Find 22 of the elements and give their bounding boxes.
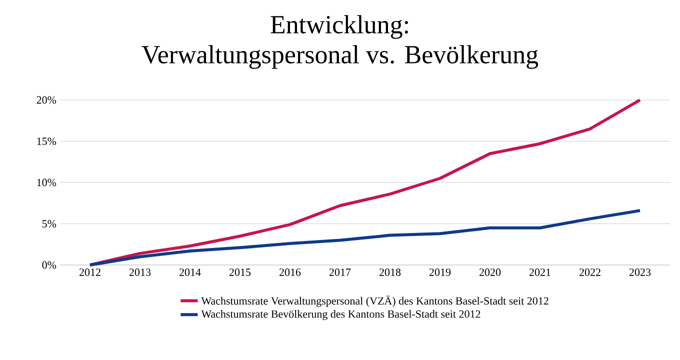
line-series: [88, 98, 642, 266]
line-series: [88, 209, 642, 266]
y-tick-label: 15%: [37, 138, 56, 145]
legend-label: Wachstumsrate Bevölkerung des Kantons Basel-Stadt seit 2012: [201, 310, 480, 320]
x-tick-label: 2013: [129, 268, 151, 276]
x-tick-label: 2018: [379, 268, 401, 276]
y-tick-label: 20%: [36, 96, 56, 104]
x-tick-label: 2015: [229, 268, 251, 276]
y-tick-label: 0%: [42, 261, 56, 269]
x-tick-label: 2023: [629, 268, 651, 276]
legend-label: Wachstumsrate Verwaltungspersonal (VZÄ) des Kantons Basel-Stadt seit 2012: [201, 296, 548, 307]
x-tick-label: 2017: [329, 268, 351, 276]
x-tick-label: 2014: [179, 268, 201, 276]
y-tick-label: 5%: [42, 220, 56, 228]
x-tick-label: 2019: [429, 268, 451, 276]
x-tick-label: 2022: [579, 268, 600, 276]
x-tick-label: 2021: [529, 268, 550, 276]
chart-title: Entwicklung: Verwaltungspersonal vs. Bevölkerung: [142, 15, 538, 69]
x-tick-label: 2016: [279, 268, 301, 276]
y-tick-label: 10%: [37, 178, 56, 186]
x-tick-label: 2012: [79, 268, 100, 276]
x-tick-label: 2020: [479, 268, 501, 276]
